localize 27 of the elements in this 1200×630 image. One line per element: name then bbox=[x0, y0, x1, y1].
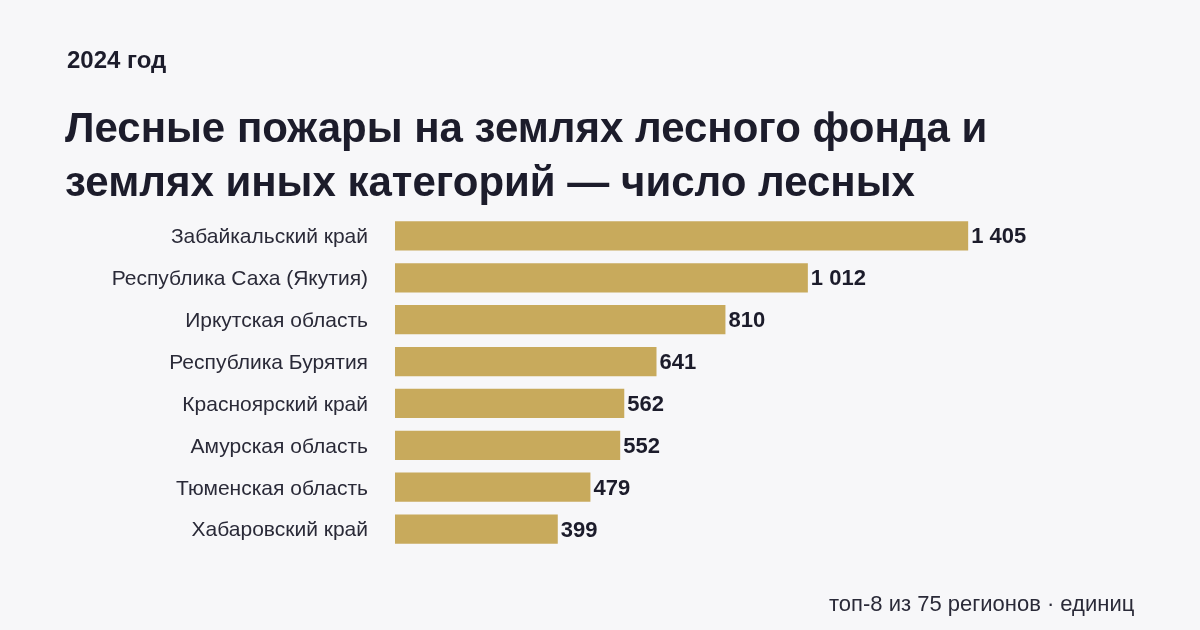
y-tick-label: Республика Саха (Якутия) bbox=[111, 266, 368, 290]
y-tick-label: Тюменская область bbox=[176, 475, 369, 499]
bar bbox=[395, 514, 558, 544]
data-label: 1 405 bbox=[971, 223, 1027, 249]
data-label: 552 bbox=[623, 432, 660, 458]
data-label: 562 bbox=[627, 390, 664, 416]
y-tick-label: Красноярский край bbox=[182, 391, 368, 415]
data-label: 810 bbox=[728, 307, 766, 333]
bar bbox=[395, 305, 726, 335]
data-label: 399 bbox=[560, 516, 598, 542]
bar bbox=[395, 472, 591, 502]
y-tick-label: Хабаровский край bbox=[191, 517, 368, 541]
bar bbox=[395, 263, 808, 293]
data-label: 641 bbox=[659, 349, 697, 375]
bar bbox=[395, 346, 657, 377]
bar bbox=[395, 221, 969, 251]
data-label: 1 012 bbox=[810, 265, 866, 291]
y-tick-label: Забайкальский край bbox=[170, 224, 368, 248]
text: 2024 год bbox=[67, 46, 167, 73]
chart-title: Лесные пожары на землях лесного фонда и землях иных категорий — число лесных bbox=[65, 103, 988, 206]
y-tick-label: Иркутская область bbox=[185, 308, 369, 332]
y-tick-label: Республика Бурятия bbox=[169, 349, 368, 373]
bar bbox=[395, 430, 621, 460]
bar bbox=[395, 388, 625, 419]
data-label: 479 bbox=[593, 474, 631, 500]
text: топ-8 из 75 регионов · единиц bbox=[829, 591, 1135, 616]
y-tick-label: Амурская область bbox=[190, 433, 369, 457]
